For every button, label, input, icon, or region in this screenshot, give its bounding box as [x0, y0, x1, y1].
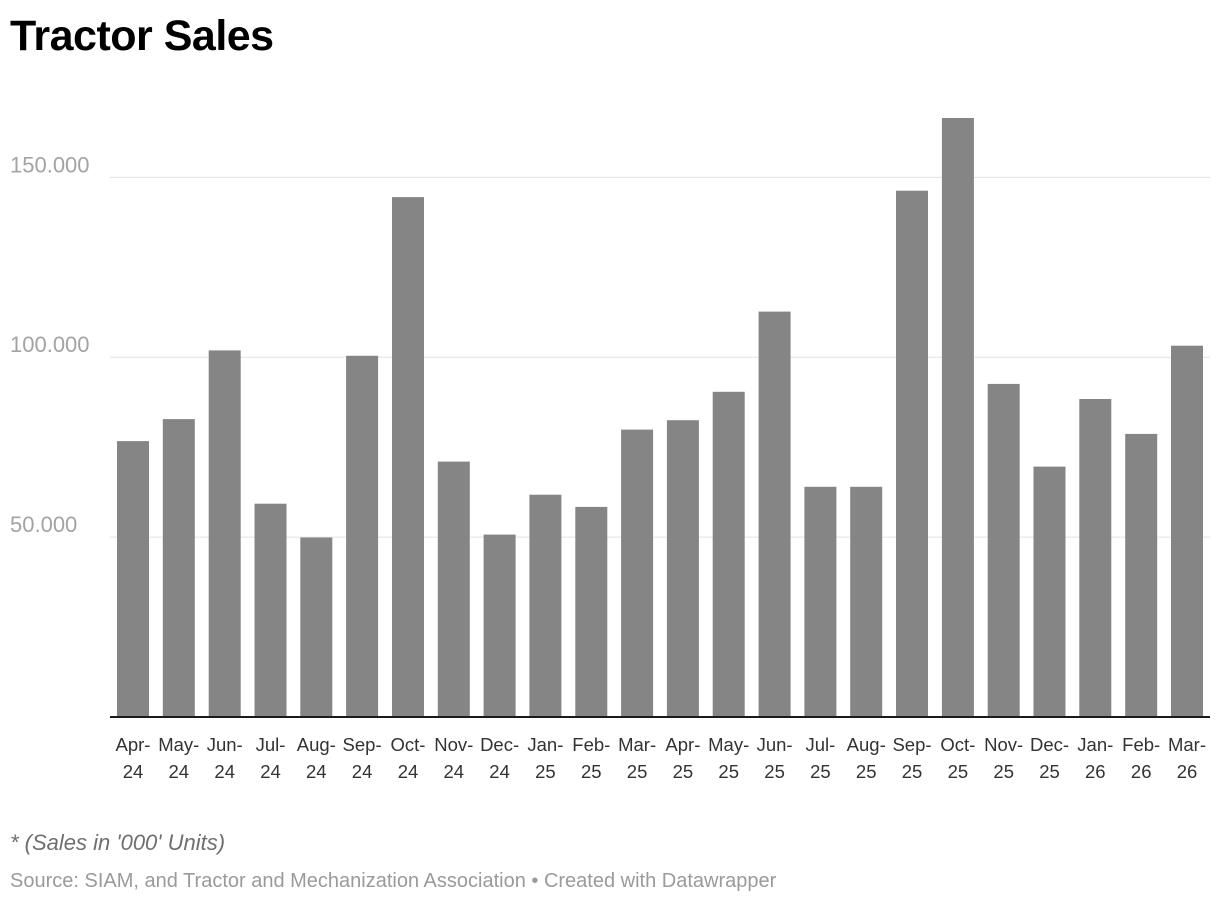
x-tick-label: Jul-25 — [805, 734, 835, 782]
x-tick-label: Sep-24 — [343, 734, 382, 782]
bar-mar-26 — [1171, 345, 1203, 717]
x-tick-label: Jan-25 — [527, 734, 563, 782]
bar-sep-24 — [346, 355, 379, 717]
y-tick-label: 150.000 — [10, 152, 90, 177]
x-tick-label: Apr-24 — [116, 734, 151, 782]
bar-nov-24 — [437, 461, 470, 717]
bar-jan-26 — [1079, 399, 1112, 717]
x-tick-label: Dec-24 — [480, 734, 519, 782]
bar-oct-24 — [392, 197, 424, 718]
bar-may-24 — [162, 419, 195, 717]
x-tick-label: Oct-24 — [391, 734, 426, 782]
gridlines: 50.000 100.000 150.000 — [10, 152, 1210, 538]
x-tick-label: Mar-25 — [618, 734, 656, 782]
x-tick-label: Feb-26 — [1122, 734, 1160, 782]
bar-jan-25 — [529, 494, 562, 717]
x-tick-label: May-24 — [158, 734, 199, 782]
x-tick-label: Oct-25 — [940, 734, 975, 782]
bar-aug-24 — [300, 537, 333, 717]
bars — [117, 118, 1203, 718]
bar-oct-25 — [941, 118, 974, 717]
x-tick-label: Apr-25 — [665, 734, 700, 782]
x-tick-label: Jan-26 — [1077, 734, 1113, 782]
x-tick-label: Mar-26 — [1168, 734, 1206, 782]
x-tick-label: Nov-24 — [434, 734, 473, 782]
bar-sep-25 — [896, 190, 928, 717]
x-tick-label: Feb-25 — [572, 734, 610, 782]
bar-jul-25 — [804, 486, 837, 717]
x-tick-label: Aug-24 — [297, 734, 336, 782]
x-tick-label: Jun-25 — [757, 734, 793, 782]
chart-title: Tractor Sales — [10, 12, 274, 60]
bar-jun-24 — [208, 350, 241, 717]
x-tick-label: Jun-24 — [207, 734, 243, 782]
bar-apr-24 — [117, 441, 149, 717]
bar-nov-25 — [987, 383, 1020, 717]
bar-feb-25 — [575, 506, 608, 717]
source-footer: Source: SIAM, and Tractor and Mechanizat… — [10, 870, 777, 892]
x-tick-label: May-25 — [708, 734, 749, 782]
bar-apr-25 — [666, 420, 699, 717]
x-tick-label: Jul-24 — [256, 734, 286, 782]
bar-feb-26 — [1125, 433, 1158, 717]
bar-jun-25 — [758, 311, 791, 717]
units-note: * (Sales in '000' Units) — [10, 830, 226, 855]
y-tick-label: 50.000 — [10, 512, 77, 537]
x-tick-label: Dec-25 — [1030, 734, 1069, 782]
x-tick-label: Aug-25 — [847, 734, 886, 782]
bar-dec-25 — [1033, 466, 1066, 717]
x-tick-label: Sep-25 — [892, 734, 931, 782]
bar-jul-24 — [254, 503, 287, 717]
y-tick-label: 100.000 — [10, 332, 90, 357]
bar-aug-25 — [850, 486, 883, 717]
bar-dec-24 — [483, 534, 516, 717]
x-tick-label: Nov-25 — [984, 734, 1023, 782]
bar-may-25 — [712, 391, 745, 717]
bar-mar-25 — [621, 429, 654, 717]
